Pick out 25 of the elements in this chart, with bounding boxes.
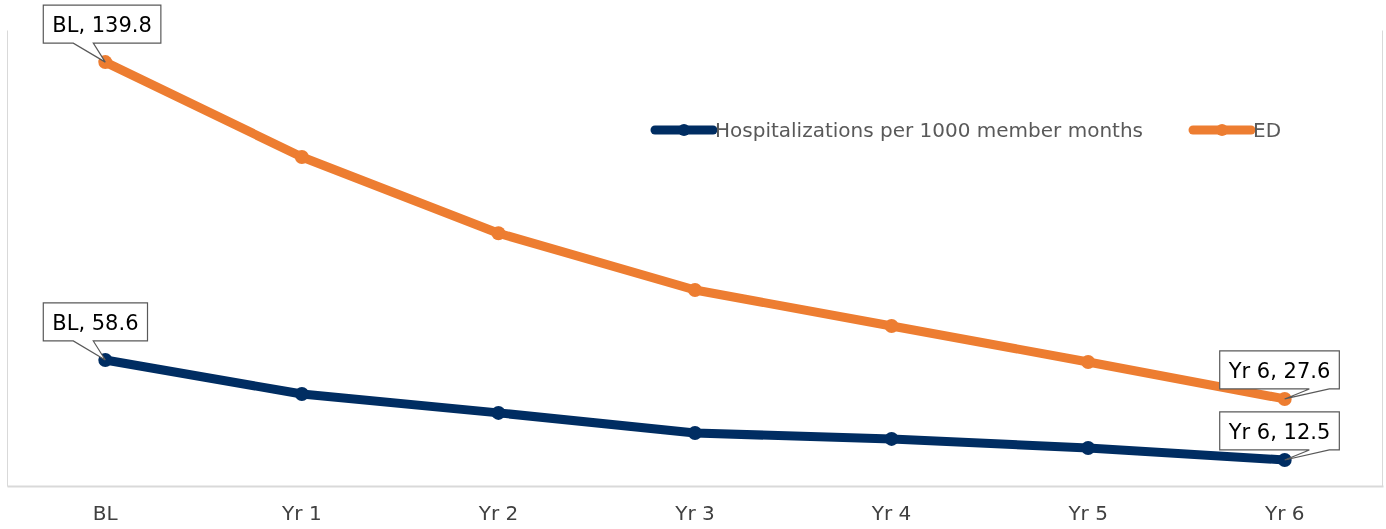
x-tick-label: Yr 4 — [870, 501, 912, 526]
point — [1277, 452, 1292, 467]
x-tick-label: Yr 2 — [477, 501, 519, 526]
point — [1081, 355, 1096, 370]
x-tick-label: BL — [92, 501, 119, 526]
point — [491, 226, 506, 241]
point — [294, 149, 309, 164]
data-label: BL, 139.8 — [52, 13, 152, 38]
legend-label: Hospitalizations per 1000 member months — [715, 118, 1144, 142]
data-label: Yr 6, 27.6 — [1227, 358, 1331, 383]
point — [688, 282, 702, 297]
x-tick-label: Yr 5 — [1067, 501, 1108, 526]
point — [688, 426, 702, 441]
x-tick-label: Yr 6 — [1263, 501, 1305, 526]
point — [294, 387, 309, 402]
point — [491, 405, 506, 420]
point — [884, 319, 899, 333]
data-label: BL, 58.6 — [52, 310, 139, 335]
data-label: Yr 6, 12.5 — [1227, 419, 1331, 444]
point — [1081, 441, 1096, 456]
point — [884, 431, 899, 446]
legend-label: ED — [1253, 118, 1282, 142]
x-tick-label: Yr 3 — [674, 501, 715, 526]
x-tick-label: Yr 1 — [281, 501, 322, 526]
point — [1277, 391, 1292, 406]
